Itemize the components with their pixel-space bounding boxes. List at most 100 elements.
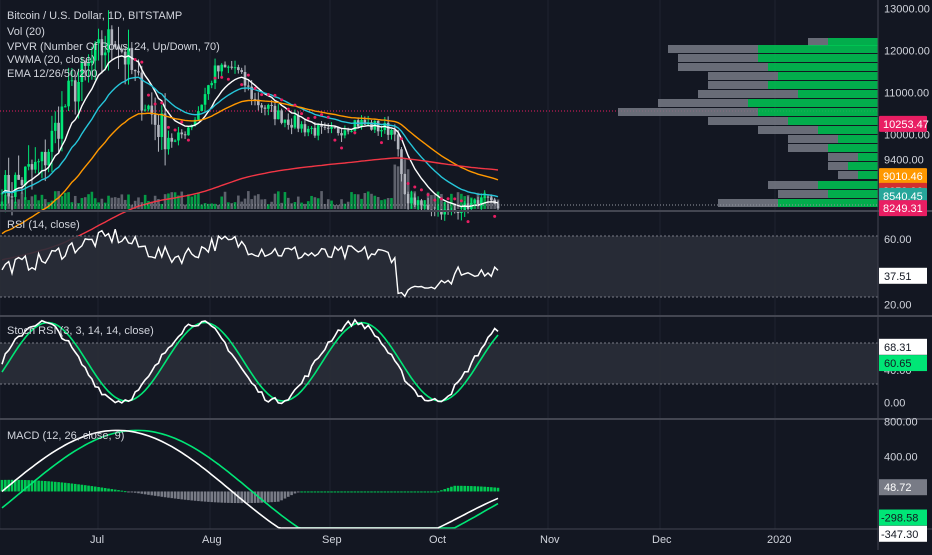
rsi-last-label: 37.51 [884,271,912,283]
candle-body [160,113,164,138]
candle-body [40,151,44,162]
volume-bar [77,203,80,209]
volume-bar [350,192,353,209]
volume-bar [70,202,74,209]
volume-bar [250,199,253,209]
volume-bar [293,202,297,209]
macd-hist-bar [43,481,47,492]
candle-body [323,126,327,128]
vpvr-down-bar [618,108,758,116]
macd-hist-bar [240,491,243,504]
sar-dot [286,107,290,111]
legend-vwma[interactable]: VWMA (20, close) [7,54,95,66]
volume-bar [67,192,70,209]
sar-dot [459,199,463,203]
volume-bar [130,204,134,209]
macd-hist-bar [4,479,7,492]
sar-dot [180,120,184,124]
price-pane[interactable] [0,10,878,261]
main-legend[interactable]: Bitcoin / U.S. Dollar, 1D, BITSTAMP Vol … [7,10,220,80]
legend-vol[interactable]: Vol (20) [7,26,45,38]
candle-body [117,46,120,49]
volume-bar [450,193,453,209]
macd-hist-bar [90,486,94,492]
volume-bar [243,198,247,209]
volume-bar [376,196,380,209]
macd-hist-bar [263,491,267,503]
candle-body [30,164,34,170]
volume-bar [237,195,240,209]
macd-hist-bar [203,491,207,502]
candle-body [486,196,490,198]
macd-hist-bar [296,491,300,493]
legend-macd[interactable]: MACD (12, 26, close, 9) [7,430,124,442]
candle-body [400,149,403,174]
legend-rsi[interactable]: RSI (14, close) [7,219,80,231]
volume-bar [313,197,317,209]
candle-body [416,200,420,206]
sar-dot [399,137,403,141]
sar-dot [433,198,437,202]
macd-hist-bar [406,491,410,493]
macd-hist-bar [360,491,363,493]
macd-hist-bar [350,491,353,493]
volume-bar [306,201,310,209]
macd-line-label: -347.30 [881,529,918,541]
macd-hist-bar [227,491,230,503]
volume-bar [63,192,67,209]
macd-hist-bar [356,491,360,493]
candle-body [296,115,300,129]
volume-bar [33,194,37,209]
volume-bar [273,193,277,209]
vpvr-up-bar [758,45,878,53]
sar-dot [406,181,410,185]
macd-hist-bar [70,483,74,492]
macd-pane[interactable] [0,429,500,529]
candle-body [197,111,200,120]
legend-symbol[interactable]: Bitcoin / U.S. Dollar, 1D, BITSTAMP [7,10,182,22]
price-axis[interactable]: 13000.00 12000.00 11000.00 10000.00 9400.00 1… [879,3,930,542]
candle-body [403,173,407,195]
volume-bar [163,194,167,209]
volume-bar [93,198,97,209]
macd-hist-bar [430,491,433,493]
candle-body [177,132,180,141]
sar-dot [133,57,137,61]
candle-body [43,151,47,166]
price-tick: 9400.00 [884,155,924,167]
macd-hist-bar [436,491,440,493]
legend-vpvr[interactable]: VPVR (Number Of Rows, 24, Up/Down, 70) [7,41,220,53]
macd-hist-bar [286,491,290,497]
macd-hist-bar [393,491,397,493]
vpvr-up-bar [858,153,878,161]
volume-bar [217,204,220,209]
volume-bar [173,192,177,209]
legend-stoch-rsi[interactable]: Stoch RSI (3, 3, 14, 14, close) [7,325,154,337]
volume-bar [326,199,330,209]
legend-ema[interactable]: EMA 12/26/50/200 [7,68,98,80]
time-axis[interactable]: Jul Aug Sep Oct Nov Dec 2020 [90,534,791,546]
vpvr-down-bar [828,153,858,161]
macd-hist-bar [210,491,214,503]
vpvr-down-bar [718,199,778,207]
macd-hist-bar [306,491,310,493]
macd-hist-bar [230,491,233,503]
macd-hist-bar [60,482,64,492]
volume-bar [24,197,27,209]
candle-body [316,125,320,136]
price-label-bg [879,187,927,204]
candle-body [393,129,397,135]
macd-hist-bar [253,491,257,503]
macd-hist-bar [77,484,80,492]
macd-hist-bar [213,491,217,503]
macd-hist-bar [276,491,280,502]
macd-histogram [0,479,500,504]
macd-hist-bar [456,485,460,492]
stoch-rsi-pane[interactable] [0,318,878,405]
candle-body [350,130,353,132]
rsi-pane[interactable] [0,229,878,298]
volume-bar [110,197,114,209]
macd-hist-bar [440,490,443,492]
